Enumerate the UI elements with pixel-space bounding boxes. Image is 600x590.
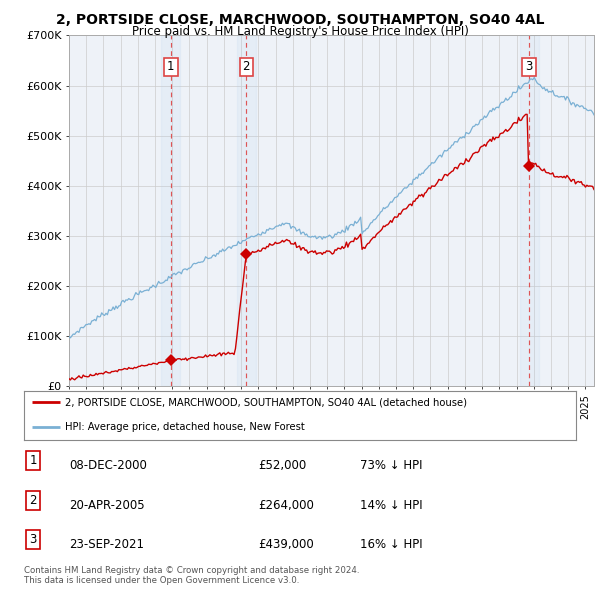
- Text: Contains HM Land Registry data © Crown copyright and database right 2024.
This d: Contains HM Land Registry data © Crown c…: [24, 566, 359, 585]
- Text: 2, PORTSIDE CLOSE, MARCHWOOD, SOUTHAMPTON, SO40 4AL (detached house): 2, PORTSIDE CLOSE, MARCHWOOD, SOUTHAMPTO…: [65, 397, 467, 407]
- Text: 3: 3: [29, 533, 37, 546]
- Text: 2: 2: [242, 61, 250, 74]
- Text: Price paid vs. HM Land Registry's House Price Index (HPI): Price paid vs. HM Land Registry's House …: [131, 25, 469, 38]
- Text: 08-DEC-2000: 08-DEC-2000: [69, 459, 147, 472]
- Text: 3: 3: [526, 61, 533, 74]
- Text: 2: 2: [29, 494, 37, 507]
- Bar: [237, 35, 256, 386]
- Text: HPI: Average price, detached house, New Forest: HPI: Average price, detached house, New …: [65, 422, 305, 432]
- Text: 1: 1: [167, 61, 175, 74]
- Text: £52,000: £52,000: [258, 459, 306, 472]
- Text: 14% ↓ HPI: 14% ↓ HPI: [360, 499, 422, 512]
- Text: 73% ↓ HPI: 73% ↓ HPI: [360, 459, 422, 472]
- Text: 1: 1: [29, 454, 37, 467]
- Text: 16% ↓ HPI: 16% ↓ HPI: [360, 538, 422, 551]
- Text: £264,000: £264,000: [258, 499, 314, 512]
- Text: 2, PORTSIDE CLOSE, MARCHWOOD, SOUTHAMPTON, SO40 4AL: 2, PORTSIDE CLOSE, MARCHWOOD, SOUTHAMPTO…: [56, 13, 544, 27]
- Bar: [161, 35, 181, 386]
- Text: 23-SEP-2021: 23-SEP-2021: [69, 538, 144, 551]
- Text: 20-APR-2005: 20-APR-2005: [69, 499, 145, 512]
- Text: £439,000: £439,000: [258, 538, 314, 551]
- Bar: [520, 35, 539, 386]
